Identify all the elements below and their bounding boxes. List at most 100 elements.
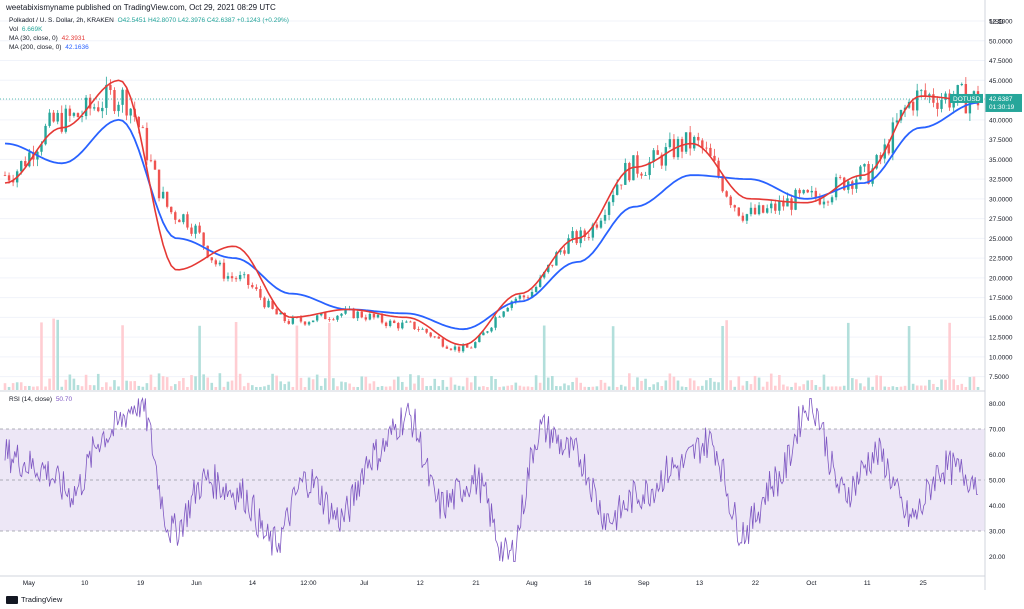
volume-bar: [765, 381, 769, 390]
candle-body: [782, 200, 785, 207]
rsi-pane: [0, 396, 985, 562]
volume-bar: [169, 386, 173, 390]
candle-body: [611, 194, 615, 203]
candle-body: [684, 132, 688, 152]
volume-bar: [542, 325, 546, 390]
volume-bar: [834, 386, 838, 390]
volume-bar: [328, 322, 331, 390]
time-tick-label: Sep: [638, 580, 650, 587]
candle-body: [952, 98, 955, 108]
volume-bar: [567, 385, 570, 390]
candle-body: [705, 147, 708, 149]
candle-body: [376, 314, 380, 318]
volume-bar: [875, 375, 878, 390]
candle-body: [453, 346, 457, 350]
candle-body: [765, 208, 769, 213]
volume-bar: [855, 379, 858, 390]
volume-bar: [7, 386, 11, 390]
candle-body: [279, 312, 282, 315]
volume-bar: [340, 381, 343, 390]
volume-bar: [396, 376, 400, 390]
price-tick-label: 30.0000: [989, 196, 1013, 203]
rsi-tick-label: 20.00: [989, 554, 1006, 561]
candle-body: [814, 190, 818, 198]
volume-bar: [84, 374, 88, 390]
volume-bar: [137, 385, 141, 390]
candle-body: [778, 200, 781, 211]
candle-body: [668, 139, 672, 148]
volume-bar: [676, 380, 680, 390]
volume-bar: [555, 386, 558, 390]
time-tick-label: Jun: [191, 580, 202, 587]
volume-bar: [303, 386, 307, 390]
candle-body: [421, 328, 424, 330]
candle-body: [599, 220, 603, 228]
volume-bar: [133, 381, 137, 390]
price-candles: [3, 76, 980, 354]
candle-body: [218, 262, 222, 265]
volume-bar: [376, 386, 380, 390]
candle-body: [838, 177, 842, 178]
volume-bar: [713, 381, 716, 390]
candle-body: [72, 113, 76, 116]
candle-body: [182, 214, 185, 223]
candle-body: [417, 329, 420, 330]
volume-bar: [165, 377, 169, 390]
candle-body: [875, 155, 878, 169]
legend-rsi: RSI (14, close) 50.70: [9, 396, 74, 404]
volume-bar: [664, 380, 668, 390]
volume-bar: [96, 373, 100, 390]
candle-body: [656, 150, 659, 155]
ma200-line: [4, 101, 979, 331]
footer-branding[interactable]: TradingView: [6, 595, 62, 604]
volume-bar: [80, 386, 84, 390]
price-grid: [0, 20, 985, 378]
currency-label: USD: [990, 19, 1004, 26]
rsi-tick-label: 70.00: [989, 426, 1006, 433]
volume-bar: [295, 325, 299, 390]
volume-bar: [915, 385, 919, 390]
volume-bar: [129, 381, 132, 390]
volume-bar: [125, 380, 128, 390]
volume-bar: [757, 377, 761, 390]
candle-body: [664, 147, 668, 166]
legend-symbol: Polkadot / U. S. Dollar, 2h, KRAKEN O42.…: [9, 17, 291, 25]
volume-bar: [478, 386, 481, 390]
candle-body: [774, 203, 777, 211]
volume-bar: [502, 386, 505, 390]
volume-bar: [23, 386, 27, 390]
volume-bar: [494, 378, 497, 390]
candle-body: [551, 264, 554, 266]
candle-body: [165, 191, 169, 207]
candle-body: [20, 161, 23, 172]
candle-body: [936, 102, 939, 109]
candle-body: [928, 94, 931, 97]
candle-body: [603, 214, 607, 221]
symbol-name: Polkadot / U. S. Dollar, 2h, KRAKEN: [9, 17, 114, 24]
candle-body: [693, 136, 696, 149]
ma30-line: [4, 79, 978, 346]
volume-bar: [101, 386, 104, 390]
volume-bar: [794, 382, 797, 390]
volume-bar: [944, 379, 947, 390]
candle-body: [563, 250, 566, 254]
candle-body: [117, 104, 120, 112]
rsi-tick-label: 30.00: [989, 529, 1006, 536]
candle-body: [737, 207, 741, 216]
volume-bar: [514, 382, 518, 390]
candle-body: [798, 189, 801, 194]
price-tick-label: 27.5000: [989, 216, 1013, 223]
volume-bar: [579, 382, 582, 390]
candle-body: [283, 312, 286, 322]
candle-body: [506, 307, 509, 312]
volume-bar: [668, 373, 672, 390]
candle-body: [571, 231, 574, 239]
volume-bar: [275, 375, 278, 390]
volume-bar: [810, 380, 814, 390]
candle-body: [514, 298, 518, 302]
volume-bar: [773, 385, 777, 390]
volume-bar: [623, 386, 627, 390]
candle-body: [137, 116, 140, 128]
candle-body: [40, 144, 43, 152]
